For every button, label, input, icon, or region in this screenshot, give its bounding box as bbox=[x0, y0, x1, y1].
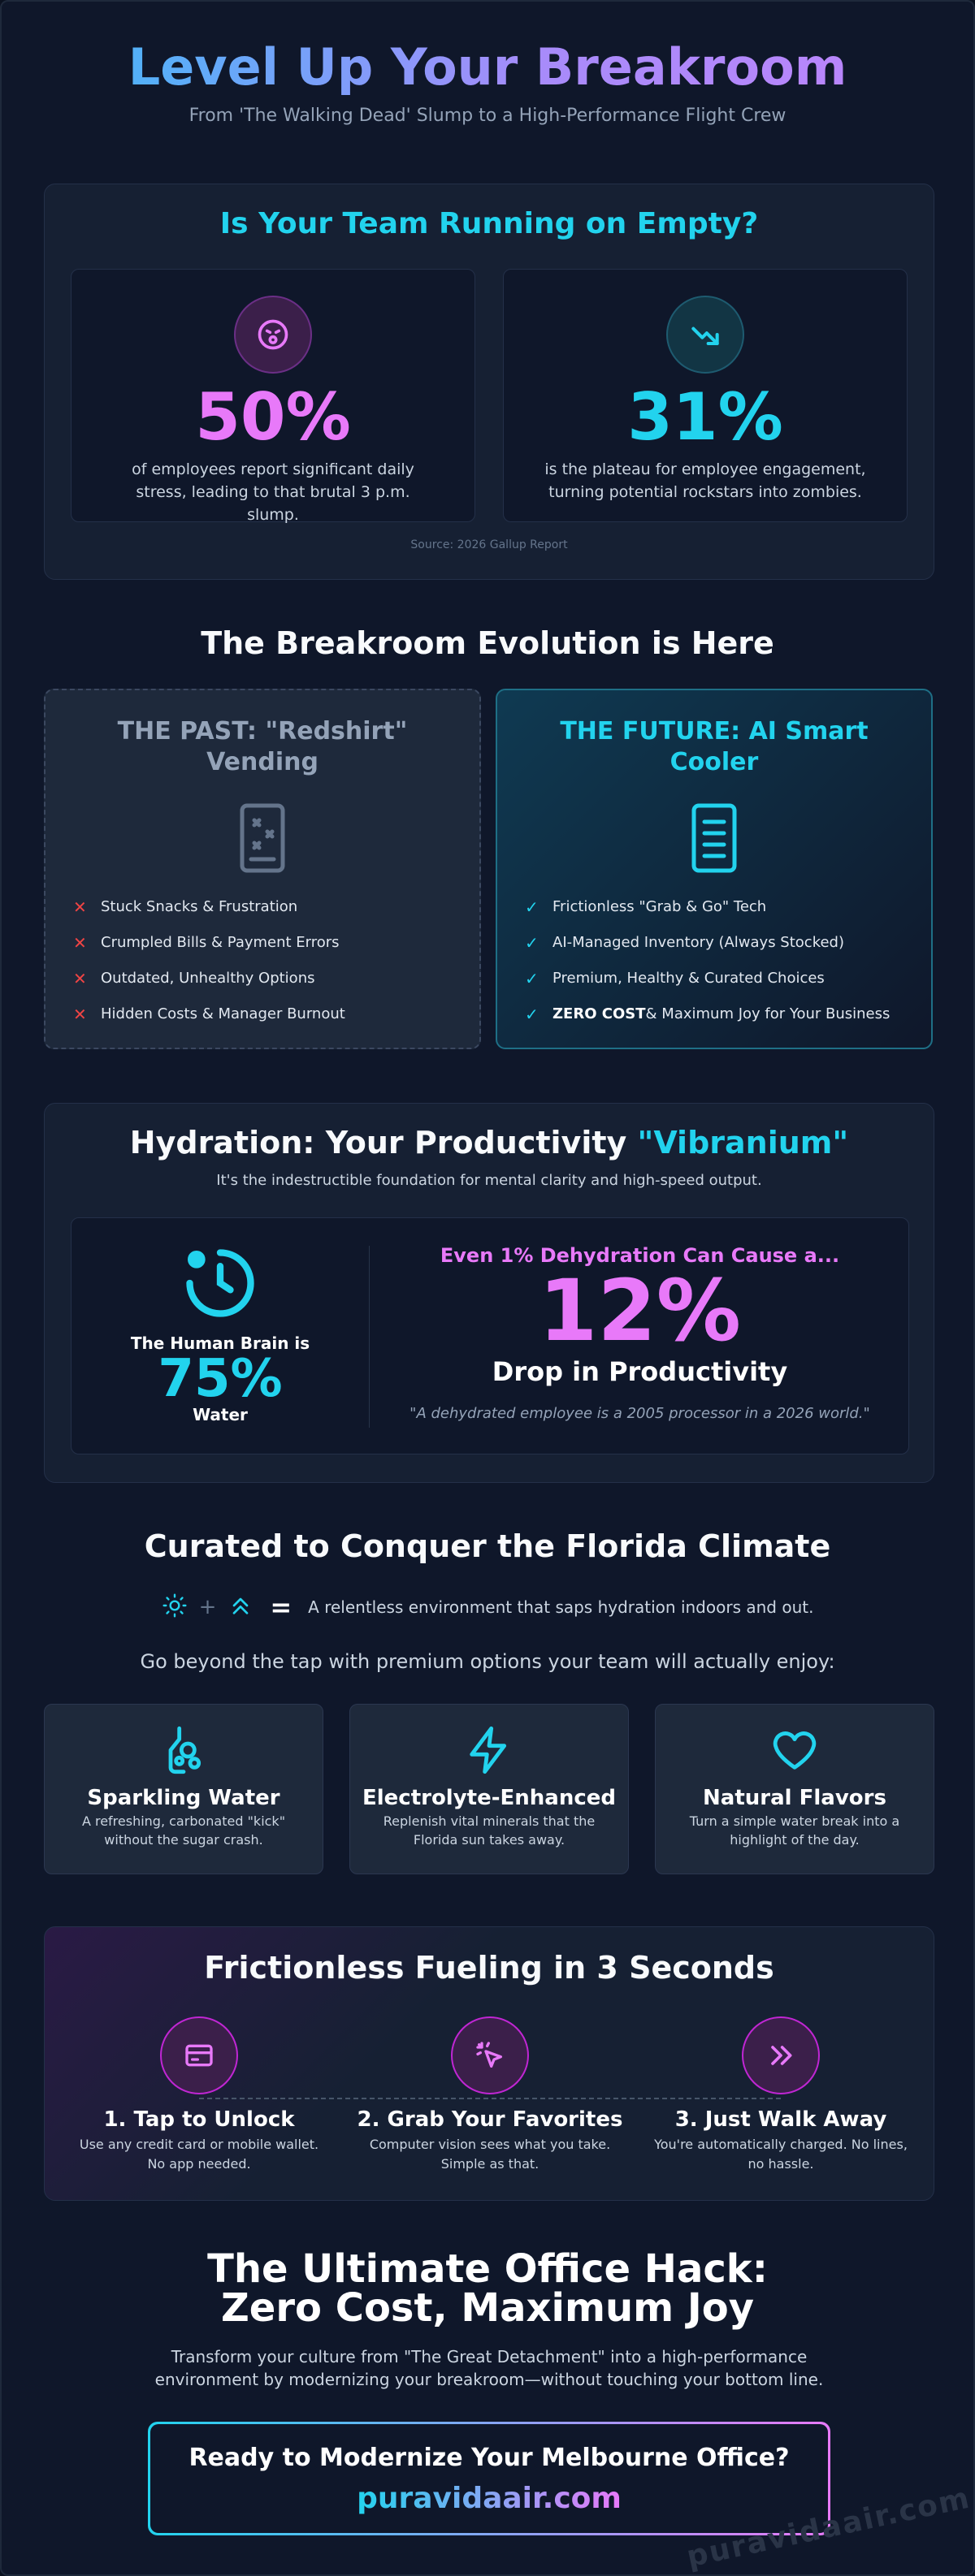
section-title: Is Your Team Running on Empty? bbox=[219, 207, 759, 240]
double-chevron-right-icon bbox=[742, 2016, 820, 2094]
list-item: ✓ ZERO COST& Maximum Joy for Your Busines… bbox=[525, 1005, 890, 1024]
past-list: ✕ Stuck Snacks & Frustration ✕ Crumpled Bi… bbox=[46, 898, 479, 1041]
past-card-title: THE PAST: "Redshirt" Vending bbox=[117, 717, 408, 776]
closing-subtitle: Transform your culture from "The Great D… bbox=[154, 2347, 824, 2389]
check-icon: ✓ bbox=[525, 969, 539, 988]
step-grab-favorites: 2. Grab Your Favorites Computer vision s… bbox=[352, 2016, 628, 2174]
engagement-stat-value: 31% bbox=[627, 379, 783, 455]
engagement-stat-text: is the plateau for employee engagement, … bbox=[544, 460, 866, 501]
future-card-title: THE FUTURE: AI Smart Cooler bbox=[560, 717, 869, 776]
sparkling-water-icon bbox=[158, 1724, 210, 1776]
cta-box[interactable]: Ready to Modernize Your Melbourne Office… bbox=[148, 2422, 830, 2535]
hydration-stats-box: The Human Brain is 75% Water Even 1% Deh… bbox=[71, 1217, 909, 1454]
list-item: ✓ Premium, Healthy & Curated Choices bbox=[525, 969, 825, 988]
section-subtitle: Go beyond the tap with premium options y… bbox=[140, 1650, 835, 1673]
stress-stat-text: of employees report significant daily st… bbox=[132, 460, 414, 524]
tired-face-icon bbox=[234, 296, 312, 374]
list-item: ✕ Stuck Snacks & Frustration bbox=[73, 897, 298, 917]
divider bbox=[369, 1246, 370, 1428]
x-mark-icon: ✕ bbox=[73, 969, 87, 988]
future-list: ✓ Frictionless "Grab & Go" Tech ✓ AI-Manag… bbox=[497, 898, 931, 1041]
closing-title: The Ultimate Office Hack: Zero Cost, Max… bbox=[207, 2246, 768, 2331]
humidity-chevrons-icon bbox=[228, 1593, 254, 1623]
quote: "A dehydrated employee is a 2005 process… bbox=[410, 1405, 870, 1422]
check-icon: ✓ bbox=[525, 933, 539, 953]
brain-water-stat: The Human Brain is 75% Water bbox=[72, 1218, 369, 1454]
cursor-click-icon bbox=[451, 2016, 529, 2094]
step-walk-away: 3. Just Walk Away You're automatically c… bbox=[643, 2016, 919, 2174]
sparkling-water-card: Sparkling Water A refreshing, carbonated… bbox=[44, 1704, 323, 1874]
list-item: ✕ Hidden Costs & Manager Burnout bbox=[73, 1005, 345, 1024]
future-cooler-card: THE FUTURE: AI Smart Cooler ✓ Frictionles… bbox=[496, 689, 933, 1049]
productivity-drop-value: 12% bbox=[539, 1261, 741, 1360]
steps-connector bbox=[199, 2098, 781, 2099]
hydration-section: Hydration: Your Productivity "Vibranium"… bbox=[44, 1103, 934, 1483]
trend-down-icon bbox=[666, 296, 744, 374]
section-title: Curated to Conquer the Florida Climate bbox=[144, 1528, 831, 1564]
page-title: Level Up Your Breakroom bbox=[2, 37, 973, 97]
heart-icon bbox=[769, 1724, 821, 1776]
lightning-bolt-icon bbox=[463, 1724, 515, 1776]
smart-cooler-icon bbox=[690, 802, 739, 874]
fueling-section: Frictionless Fueling in 3 Seconds 1. Tap… bbox=[44, 1926, 934, 2201]
list-item: ✕ Crumpled Bills & Payment Errors bbox=[73, 933, 340, 953]
electrolyte-card: Electrolyte-Enhanced Replenish vital min… bbox=[349, 1704, 629, 1874]
cta-question: Ready to Modernize Your Melbourne Office… bbox=[188, 2444, 790, 2472]
section-title: The Breakroom Evolution is Here bbox=[201, 625, 774, 661]
list-item: ✓ Frictionless "Grab & Go" Tech bbox=[525, 897, 767, 917]
dehydration-stat: Even 1% Dehydration Can Cause a... 12% D… bbox=[370, 1218, 910, 1454]
list-item: ✓ AI-Managed Inventory (Always Stocked) bbox=[525, 933, 844, 953]
list-item: ✕ Outdated, Unhealthy Options bbox=[73, 969, 315, 988]
x-mark-icon: ✕ bbox=[73, 897, 87, 917]
check-icon: ✓ bbox=[525, 1005, 539, 1024]
sun-icon bbox=[162, 1593, 188, 1623]
website-link[interactable]: puravidaair.com bbox=[357, 2482, 622, 2515]
climate-equation: + = A relentless environment that saps h… bbox=[2, 1592, 973, 1623]
natural-flavors-card: Natural Flavors Turn a simple water brea… bbox=[655, 1704, 934, 1874]
section-title: Frictionless Fueling in 3 Seconds bbox=[204, 1950, 774, 1986]
past-vending-card: THE PAST: "Redshirt" Vending ✕ Stuck Snac… bbox=[44, 689, 481, 1049]
source-citation: Source: 2026 Gallup Report bbox=[410, 538, 568, 551]
x-mark-icon: ✕ bbox=[73, 933, 87, 953]
section-title: Hydration: Your Productivity "Vibranium" bbox=[129, 1125, 849, 1160]
running-on-empty-section: Is Your Team Running on Empty? 50% of em… bbox=[44, 184, 934, 580]
step-tap-to-unlock: 1. Tap to Unlock Use any credit card or … bbox=[61, 2016, 337, 2174]
section-subtitle: It's the indestructible foundation for m… bbox=[216, 1172, 762, 1189]
check-icon: ✓ bbox=[525, 897, 539, 917]
stress-stat-card: 50% of employees report significant dail… bbox=[71, 269, 475, 524]
credit-card-icon bbox=[160, 2016, 238, 2094]
vending-machine-icon bbox=[238, 802, 287, 874]
x-mark-icon: ✕ bbox=[73, 1005, 87, 1024]
clock-icon bbox=[180, 1243, 261, 1324]
engagement-stat-card: 31% is the plateau for employee engageme… bbox=[503, 269, 908, 522]
brain-water-value: 75% bbox=[158, 1349, 283, 1409]
stress-stat-value: 50% bbox=[195, 379, 351, 455]
page-subtitle: From 'The Walking Dead' Slump to a High-… bbox=[188, 106, 786, 126]
